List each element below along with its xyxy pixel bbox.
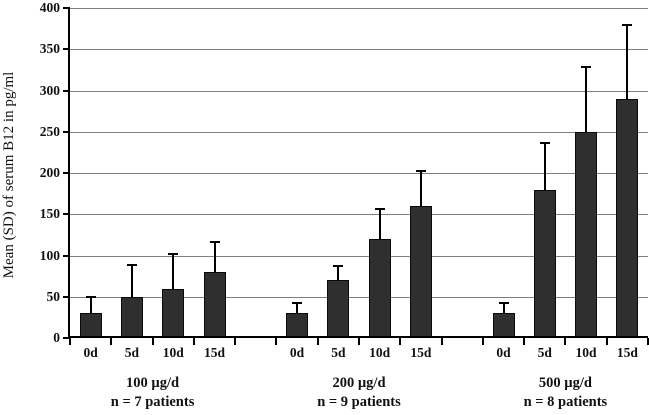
x-tick-0 — [69, 338, 71, 345]
error-whisker — [213, 242, 216, 272]
y-tick-300 — [63, 89, 70, 92]
error-cap — [539, 142, 550, 145]
y-tick-label-0: 0 — [53, 330, 60, 345]
x-category-label: 5d — [537, 345, 552, 360]
gridline-150 — [70, 214, 648, 216]
gridline-250 — [70, 131, 648, 133]
bar-500µg/d-10d — [575, 131, 598, 338]
bar-100µg/d-0d — [79, 313, 102, 338]
error-whisker — [89, 296, 92, 314]
y-tick-label-100: 100 — [39, 247, 60, 263]
bar-500µg/d-0d — [492, 313, 515, 338]
y-tick-label-150: 150 — [39, 206, 60, 222]
x-tick-4 — [234, 338, 237, 345]
x-tick-7 — [358, 338, 360, 345]
error-cap — [622, 23, 633, 26]
y-tick-150 — [63, 213, 70, 216]
x-category-label: 0d — [496, 345, 511, 360]
error-whisker — [543, 143, 546, 190]
x-tick-13 — [605, 338, 608, 345]
x-tick-5 — [275, 338, 278, 345]
bar-100µg/d-15d — [203, 272, 226, 338]
x-tick-6 — [316, 338, 319, 345]
x-category-label: 5d — [331, 345, 346, 360]
x-category-label: 15d — [203, 345, 225, 360]
y-tick-350 — [63, 48, 70, 51]
group-dose-label: 200 µg/d — [332, 375, 386, 391]
error-cap — [209, 241, 220, 244]
bar-500µg/d-15d — [616, 98, 639, 338]
x-category-label: 5d — [124, 345, 140, 360]
error-whisker — [585, 67, 588, 132]
y-tick-label-400: 400 — [39, 0, 60, 15]
x-category-label: 0d — [83, 345, 98, 360]
y-tick-200 — [63, 172, 70, 174]
bar-100µg/d-10d — [162, 288, 185, 338]
error-cap — [292, 301, 303, 304]
x-category-label: 15d — [410, 345, 432, 360]
bar-200µg/d-5d — [327, 280, 350, 338]
y-tick-label-300: 300 — [39, 82, 60, 98]
group-dose-label: 500 µg/d — [538, 375, 592, 391]
x-tick-3 — [192, 338, 195, 345]
error-cap — [498, 301, 509, 304]
gridline-300 — [70, 90, 648, 92]
x-category-label: 15d — [616, 345, 638, 360]
error-whisker — [419, 171, 422, 206]
x-tick-10 — [481, 338, 484, 345]
error-whisker — [378, 209, 381, 239]
x-axis-line — [68, 336, 648, 338]
x-tick-12 — [564, 338, 567, 345]
bar-200µg/d-0d — [286, 313, 309, 338]
x-tick-8 — [399, 338, 402, 345]
error-cap — [374, 208, 385, 211]
error-whisker — [626, 24, 629, 99]
x-tick-1 — [110, 338, 113, 345]
y-tick-0 — [63, 337, 70, 339]
y-tick-250 — [63, 130, 70, 133]
x-tick-11 — [523, 338, 526, 345]
y-tick-100 — [63, 254, 70, 257]
error-cap — [85, 295, 96, 298]
y-tick-label-250: 250 — [39, 123, 60, 139]
bar-100µg/d-5d — [120, 296, 143, 338]
error-whisker — [172, 253, 175, 289]
error-cap — [333, 265, 344, 268]
group-patients-label: n = 7 patients — [110, 394, 195, 410]
x-category-label: 10d — [575, 345, 597, 360]
plot-area: 0 50 100 150 200 250 300 350 400 0d 5d 10d 15d 100 µg… — [40, 0, 649, 410]
x-category-label: 0d — [289, 345, 305, 360]
group-patients-label: n = 9 patients — [317, 394, 401, 410]
error-whisker — [296, 302, 299, 314]
gridline-200 — [70, 173, 648, 174]
gridline-350 — [70, 49, 648, 51]
error-cap — [168, 252, 179, 255]
x-tick-9 — [440, 338, 443, 345]
x-tick-14 — [647, 338, 649, 345]
bar-500µg/d-5d — [533, 189, 556, 338]
group-patients-label: n = 8 patients — [523, 394, 608, 410]
error-whisker — [337, 266, 340, 281]
y-tick-label-50: 50 — [46, 288, 61, 304]
error-cap — [126, 264, 137, 267]
error-whisker — [130, 265, 133, 297]
gridline-50 — [70, 296, 648, 298]
y-tick-label-200: 200 — [39, 165, 60, 180]
error-cap — [581, 66, 592, 69]
bar-200µg/d-15d — [409, 206, 432, 338]
gridline-400 — [70, 8, 648, 9]
y-axis-title: Mean (SD) of serum B12 in pg/ml — [1, 71, 17, 279]
y-tick-50 — [63, 295, 70, 298]
bar-200µg/d-10d — [368, 239, 391, 338]
error-cap — [415, 170, 426, 173]
x-category-label: 10d — [369, 345, 391, 360]
x-tick-2 — [151, 338, 154, 345]
y-tick-400 — [63, 7, 70, 9]
x-category-label: 10d — [162, 345, 184, 360]
error-whisker — [502, 302, 505, 314]
group-dose-label: 100 µg/d — [126, 375, 180, 391]
gridline-100 — [70, 255, 648, 257]
y-tick-label-350: 350 — [39, 41, 60, 57]
